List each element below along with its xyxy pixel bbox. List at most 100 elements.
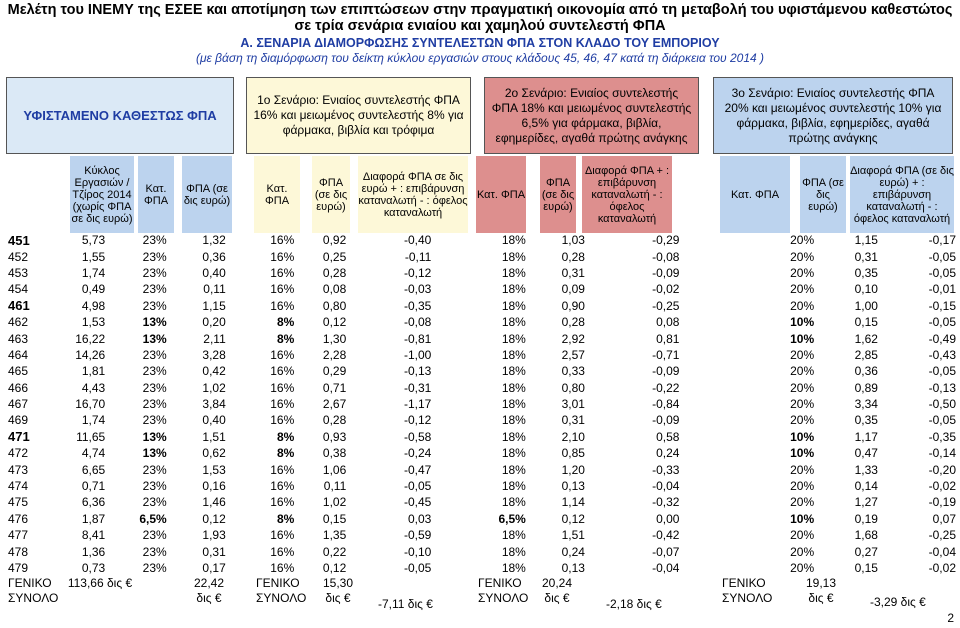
cell-s3-vat: 1,00 <box>854 298 878 313</box>
cell-rate: 23% <box>142 528 167 543</box>
col-header-s2-diff: Διαφορά ΦΠΑ + : επιβάρυνση καταναλωτή - … <box>582 156 672 233</box>
cell-s2-diff: -0,02 <box>652 282 680 297</box>
total-s3-diff: -3,29 δις € <box>870 595 926 609</box>
cell-s1-diff: -0,03 <box>403 282 432 297</box>
cell-vat: 1,46 <box>202 495 226 510</box>
cell-s1-diff: -0,31 <box>403 380 432 395</box>
cell-s3-rate: 20% <box>790 479 815 494</box>
cell-s1-vat: 0,12 <box>322 561 347 575</box>
cell-s3-diff: -0,04 <box>928 544 956 559</box>
cell-sector: 469 <box>8 413 29 428</box>
cell-s2-vat: 0,90 <box>561 298 585 313</box>
cell-s2-vat: 0,24 <box>561 544 585 559</box>
cell-s2-vat: 0,85 <box>561 446 585 461</box>
cell-s1-rate: 16% <box>270 413 295 428</box>
cell-s2-vat: 0,31 <box>561 265 585 280</box>
cell-s2-rate: 18% <box>501 462 526 477</box>
table-row: 477 8,41 23% 1,93 16% 1,35 -0,59 18% 1,51 -0,42 20… <box>6 527 956 543</box>
cell-s2-diff: -0,33 <box>652 462 680 477</box>
cell-s2-diff: 0,24 <box>656 446 680 461</box>
cell-s3-rate: 20% <box>790 282 815 297</box>
table-row: 469 1,74 23% 0,40 16% 0,28 -0,12 18% 0,31 -0,09 20… <box>6 412 956 428</box>
cell-s2-rate: 18% <box>501 528 526 543</box>
cell-s3-diff: -0,05 <box>928 364 956 379</box>
cell-s2-vat: 2,10 <box>561 429 585 444</box>
cell-s2-diff: 0,00 <box>656 511 680 526</box>
cell-s1-vat: 0,11 <box>323 479 347 494</box>
cell-s2-diff: -0,04 <box>652 561 680 575</box>
cell-s2-vat: 1,51 <box>561 528 585 543</box>
cell-sector: 471 <box>8 429 30 445</box>
cell-s1-diff: -0,35 <box>403 298 432 313</box>
cell-sector: 451 <box>8 232 30 248</box>
col-header-s1-diff: Διαφορά ΦΠΑ σε δις ευρώ + : επιβάρυνση κ… <box>358 156 468 233</box>
cell-sector: 473 <box>8 462 29 477</box>
cell-s1-vat: 0,15 <box>322 511 347 526</box>
table-row: 461 4,98 23% 1,15 16% 0,80 -0,35 18% 0,90 -0,25 20… <box>6 298 956 314</box>
cell-sector: 462 <box>8 315 29 330</box>
cell-s3-vat: 0,15 <box>854 315 878 330</box>
cell-s2-vat: 1,20 <box>561 462 585 477</box>
cell-s2-rate: 18% <box>501 429 526 444</box>
cell-s3-vat: 0,31 <box>854 249 878 264</box>
cell-s3-rate: 20% <box>790 364 815 379</box>
cell-vat: 3,28 <box>202 347 226 362</box>
cell-s3-diff: -0,43 <box>928 347 956 362</box>
cell-s1-rate: 16% <box>270 249 295 264</box>
cell-s3-diff: -0,15 <box>928 298 956 313</box>
cell-s1-diff: -0,45 <box>403 495 432 510</box>
cell-sector: 461 <box>8 298 30 314</box>
cell-vat: 0,16 <box>202 479 226 494</box>
cell-s2-diff: -0,71 <box>652 347 680 362</box>
cell-s3-vat: 1,27 <box>854 495 878 510</box>
cell-turnover: 1,53 <box>81 315 106 330</box>
cell-s1-vat: 0,28 <box>322 265 347 280</box>
table-row: 454 0,49 23% 0,11 16% 0,08 -0,03 18% 0,09 -0,02 20… <box>6 281 956 297</box>
table-row: 472 4,74 13% 0,62 8% 0,38 -0,24 18% 0,85 0,24 10% 0… <box>6 445 956 461</box>
cell-s1-rate: 8% <box>276 429 295 444</box>
cell-s2-rate: 18% <box>501 331 526 346</box>
cell-s1-rate: 8% <box>276 315 295 330</box>
cell-s3-diff: -0,14 <box>928 446 956 461</box>
cell-vat: 0,40 <box>202 265 226 280</box>
cell-turnover: 1,55 <box>81 249 106 264</box>
cell-sector: 466 <box>8 380 29 395</box>
cell-s3-rate: 10% <box>790 331 815 346</box>
table-row: 452 1,55 23% 0,36 16% 0,25 -0,11 18% 0,28 -0,08 20… <box>6 248 956 264</box>
cell-s3-diff: -0,05 <box>928 265 956 280</box>
cell-s3-rate: 20% <box>790 528 815 543</box>
cell-turnover: 16,70 <box>75 397 106 412</box>
cell-s2-diff: -0,29 <box>652 233 680 248</box>
cell-s3-rate: 10% <box>790 511 815 526</box>
cell-s3-rate: 20% <box>790 462 815 477</box>
col-header-vat: ΦΠΑ (σε δις ευρώ) <box>182 156 232 233</box>
cell-s3-diff: -0,05 <box>928 249 956 264</box>
cell-s1-rate: 16% <box>270 462 295 477</box>
cell-vat: 2,11 <box>203 331 226 346</box>
table-row: 465 1,81 23% 0,42 16% 0,29 -0,13 18% 0,33 -0,09 20… <box>6 363 956 379</box>
cell-s1-vat: 0,12 <box>322 315 347 330</box>
panel-scenario-1-label: 1ο Σενάριο: Ενιαίος συντελεστής ΦΠΑ 16% … <box>253 93 464 137</box>
table-row: 479 0,73 23% 0,17 16% 0,12 -0,05 18% 0,13 -0,04 20… <box>6 560 956 576</box>
cell-rate: 13% <box>142 315 167 330</box>
cell-s1-diff: -0,05 <box>403 479 432 494</box>
cell-s3-rate: 20% <box>790 544 815 559</box>
cell-s3-vat: 0,19 <box>854 511 878 526</box>
section-note: (με βάση τη διαμόρφωση του δείκτη κύκλου… <box>195 51 765 65</box>
cell-vat: 0,40 <box>202 413 226 428</box>
cell-s1-rate: 16% <box>270 544 295 559</box>
cell-s3-diff: -0,49 <box>928 331 956 346</box>
cell-vat: 1,93 <box>202 528 226 543</box>
cell-s1-rate: 8% <box>276 446 295 461</box>
cell-vat: 0,42 <box>202 364 226 379</box>
cell-s3-vat: 0,36 <box>854 364 878 379</box>
cell-s2-rate: 18% <box>501 495 526 510</box>
cell-s2-vat: 0,28 <box>561 249 585 264</box>
cell-s3-diff: -0,13 <box>928 380 956 395</box>
cell-rate: 13% <box>142 446 167 461</box>
cell-s2-rate: 18% <box>501 282 526 297</box>
cell-s1-rate: 16% <box>270 364 295 379</box>
cell-s2-vat: 2,57 <box>561 347 585 362</box>
cell-s1-vat: 0,38 <box>322 446 347 461</box>
cell-turnover: 11,65 <box>76 429 106 444</box>
